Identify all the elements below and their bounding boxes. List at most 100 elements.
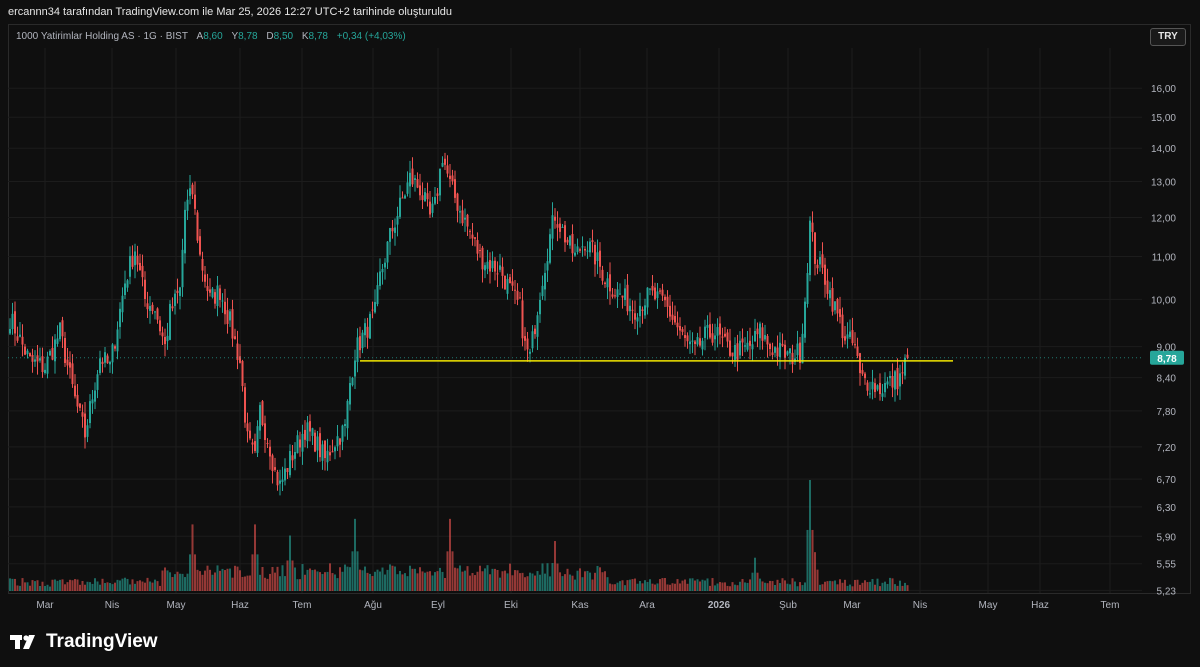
candle-body	[459, 211, 461, 213]
y-tick-label: 12,00	[1151, 213, 1176, 224]
candle-body	[129, 255, 131, 277]
candle-body	[556, 224, 559, 228]
volume-bar	[134, 583, 136, 591]
volume-bar	[716, 583, 719, 591]
candle-body	[329, 452, 331, 456]
candle-body	[306, 422, 309, 442]
candle-body	[621, 295, 624, 298]
volume-bar	[194, 554, 196, 591]
volume-bar	[384, 574, 386, 591]
volume-bar	[844, 579, 846, 591]
candle-body	[761, 327, 764, 341]
volume-bar	[861, 582, 864, 591]
candle-body	[554, 216, 556, 221]
candle-body	[499, 265, 501, 270]
candle-body	[834, 301, 836, 311]
volume-bar	[699, 581, 701, 591]
candle-body	[516, 290, 519, 300]
candle-body	[659, 290, 661, 292]
volume-bar	[299, 579, 301, 591]
volume-bar	[56, 580, 59, 591]
volume-bar	[591, 579, 594, 591]
candle-body	[664, 296, 666, 301]
volume-bar	[344, 564, 346, 591]
volume-bar	[896, 585, 899, 591]
volume-bar	[826, 581, 829, 591]
candle-body	[316, 436, 319, 451]
candle-body	[709, 324, 711, 338]
candle-body	[479, 249, 481, 251]
volume-bar	[249, 575, 251, 591]
volume-bar	[839, 579, 841, 591]
volume-bar	[34, 581, 36, 591]
volume-bar	[479, 565, 481, 591]
symbol-title: 1000 Yatirimlar Holding AS · 1G · BIST	[16, 31, 188, 42]
volume-bar	[701, 579, 704, 591]
volume-bar	[751, 572, 754, 591]
volume-bar	[51, 579, 54, 591]
volume-bar	[821, 584, 824, 591]
candle-body	[179, 287, 181, 296]
volume-bar	[336, 578, 339, 591]
y-tick-label: 14,00	[1151, 144, 1176, 155]
candle-body	[411, 168, 414, 185]
volume-bar	[749, 579, 751, 591]
candle-body	[134, 251, 136, 266]
volume-bar	[549, 576, 551, 591]
volume-bar	[906, 585, 909, 591]
volume-bar	[431, 575, 434, 591]
candle-body	[66, 359, 69, 366]
volume-bar	[351, 551, 354, 591]
candle-body	[79, 403, 81, 408]
candle-body	[496, 273, 499, 275]
y-tick-label: 11,00	[1152, 253, 1177, 264]
currency-button[interactable]: TRY	[1150, 28, 1186, 46]
volume-bar	[361, 570, 364, 591]
volume-bar	[661, 578, 664, 591]
candle-body	[126, 280, 129, 288]
volume-bar	[796, 586, 799, 591]
candle-body	[21, 336, 24, 345]
candle-body	[866, 382, 869, 391]
open-value: 8,60	[203, 31, 223, 42]
volume-bar	[624, 585, 626, 591]
candle-body	[719, 323, 721, 335]
candle-body	[599, 250, 601, 267]
candle-body	[19, 334, 21, 337]
volume-bar	[326, 571, 329, 591]
candle-body	[561, 226, 564, 228]
candle-body	[221, 300, 224, 302]
volume-bar	[464, 570, 466, 591]
candle-body	[271, 455, 274, 472]
volume-bar	[426, 571, 429, 591]
volume-bar	[564, 574, 566, 591]
candle-body	[784, 344, 786, 358]
candle-body	[681, 329, 684, 332]
candle-body	[109, 361, 111, 365]
volume-bar	[341, 571, 344, 591]
candle-body	[314, 432, 316, 452]
volume-bar	[879, 586, 881, 591]
volume-bar	[834, 580, 836, 591]
candle-body	[644, 305, 646, 316]
candle-body	[744, 345, 746, 347]
volume-bar	[724, 582, 726, 591]
volume-bar	[539, 574, 541, 591]
candle-body	[99, 358, 101, 374]
candle-body	[824, 264, 826, 285]
chart-panel[interactable]	[8, 24, 1191, 594]
candle-body	[844, 336, 846, 341]
volume-bar	[231, 577, 234, 591]
volume-bar	[239, 570, 241, 591]
volume-bar	[719, 582, 721, 591]
volume-bar	[814, 552, 816, 591]
candle-body	[534, 328, 536, 335]
candle-body	[211, 288, 214, 298]
volume-bar	[446, 551, 449, 591]
close-label: K	[301, 31, 309, 42]
change-value: +0,34 (+4,03%)	[336, 31, 406, 42]
candle-body	[839, 309, 841, 317]
volume-bar	[226, 568, 229, 591]
candle-body	[71, 363, 74, 385]
